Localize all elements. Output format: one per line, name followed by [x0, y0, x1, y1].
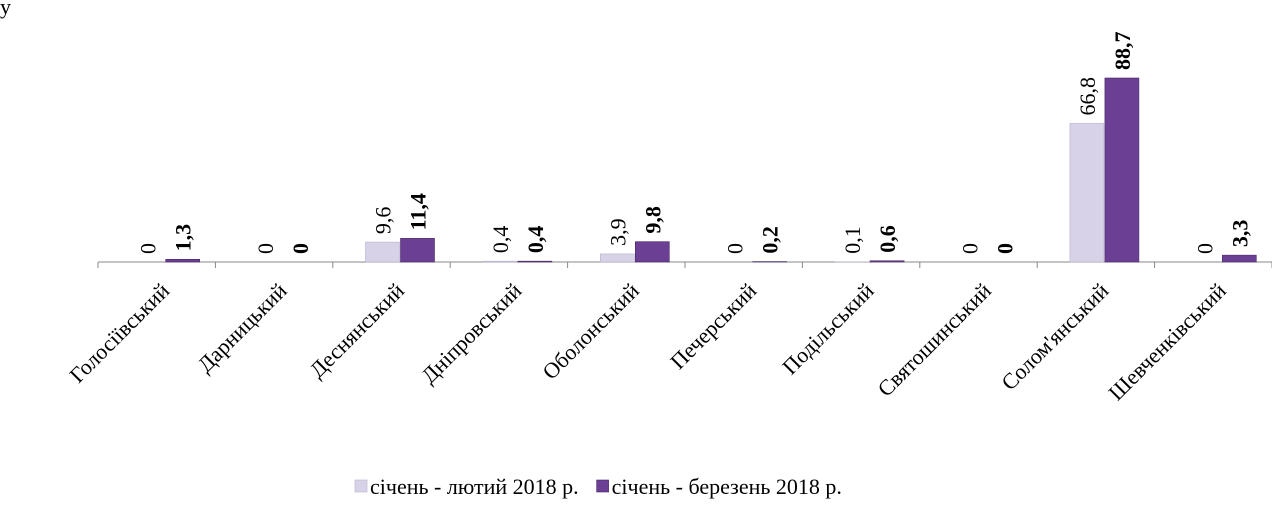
- value-label: 11,4: [406, 193, 431, 230]
- value-label: 0,4: [523, 226, 548, 254]
- value-label: 3,3: [1227, 220, 1252, 248]
- value-label: 0: [288, 243, 313, 254]
- value-label: 0,2: [758, 226, 783, 254]
- caption-fragment: у: [0, 0, 11, 19]
- bar: [1104, 77, 1140, 263]
- value-label: 0: [1192, 243, 1217, 254]
- value-label: 0: [958, 243, 983, 254]
- value-label: 0: [253, 243, 278, 254]
- x-tick-label: Оболонський: [537, 278, 644, 385]
- x-tick-label: Голосіївський: [64, 278, 174, 388]
- x-tick-label: Шевченківський: [1103, 278, 1231, 406]
- value-label: 1,3: [171, 224, 196, 252]
- bar: [1222, 254, 1257, 263]
- x-tick-label: Дарницький: [192, 278, 291, 377]
- bar: [165, 259, 200, 263]
- value-label: 0: [136, 243, 161, 254]
- bar: [869, 260, 905, 263]
- x-tick-label: Святошинський: [872, 278, 996, 402]
- x-tick-label: Подільський: [777, 278, 879, 380]
- value-label: 88,7: [1110, 32, 1135, 71]
- value-label: 0,1: [840, 226, 865, 254]
- legend-label: січень - лютий 2018 р.: [370, 474, 579, 499]
- bar: [599, 253, 635, 263]
- bar: [482, 260, 518, 263]
- value-label: 9,8: [640, 206, 665, 234]
- value-label: 0: [723, 243, 748, 254]
- x-tick-label: Солом'янський: [996, 278, 1113, 395]
- x-tick-label: Печерський: [665, 278, 761, 374]
- value-label: 0,4: [488, 226, 513, 254]
- bar: [1069, 123, 1105, 263]
- value-label: 0,6: [875, 225, 900, 253]
- legend-swatch: [596, 479, 609, 493]
- value-label: 66,8: [1075, 77, 1100, 116]
- legend-label: січень - березень 2018 р.: [612, 474, 842, 499]
- value-label: 3,9: [605, 218, 630, 246]
- value-label: 0: [993, 243, 1018, 254]
- x-tick-label: Деснянський: [304, 278, 409, 383]
- bar: [365, 241, 400, 263]
- value-label: 9,6: [371, 207, 396, 235]
- bar: [634, 241, 670, 263]
- bar: [517, 260, 553, 263]
- x-tick-label: Дніпровський: [416, 278, 526, 388]
- bar: [400, 238, 435, 263]
- legend-swatch: [354, 479, 368, 493]
